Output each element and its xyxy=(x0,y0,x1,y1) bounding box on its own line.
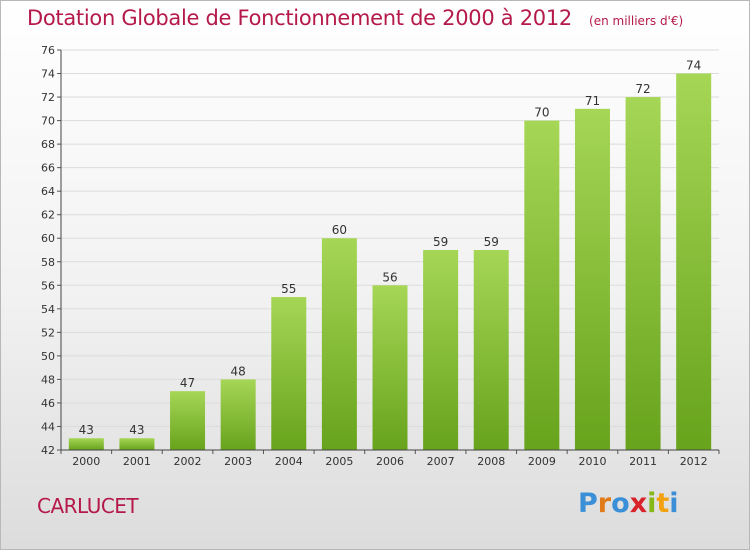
x-tick-label: 2011 xyxy=(629,455,657,468)
x-tick-label: 2012 xyxy=(680,455,708,468)
bar xyxy=(625,97,661,450)
y-tick-label: 62 xyxy=(41,209,55,222)
x-axis-ticks: 2000 2001 2002 2003 2004 2005 2006 2007 2008 2009… xyxy=(60,450,720,468)
x-tick-label: 2000 xyxy=(72,455,100,468)
data-label: 48 xyxy=(231,364,246,378)
y-tick-label: 60 xyxy=(41,232,55,245)
bar xyxy=(473,250,509,450)
logo-letter: P xyxy=(578,488,598,519)
logo-letter: i xyxy=(669,488,679,519)
data-label: 71 xyxy=(585,94,600,108)
y-tick-label: 46 xyxy=(41,397,55,410)
y-tick-label: 44 xyxy=(41,420,55,433)
y-tick-label: 68 xyxy=(41,138,55,151)
y-tick-label: 72 xyxy=(41,91,55,104)
data-label: 59 xyxy=(484,235,499,249)
x-tick-label: 2009 xyxy=(528,455,556,468)
data-label: 47 xyxy=(180,376,195,390)
bar xyxy=(170,391,206,450)
x-tick-label: 2001 xyxy=(123,455,151,468)
x-tick-label: 2007 xyxy=(427,455,455,468)
data-label: 43 xyxy=(129,423,144,437)
data-label: 70 xyxy=(534,106,549,120)
x-tick-label: 2004 xyxy=(275,455,303,468)
data-label: 59 xyxy=(433,235,448,249)
proxiti-logo: Proxiti xyxy=(578,488,679,519)
bar xyxy=(574,108,610,450)
y-tick-label: 66 xyxy=(41,162,55,175)
x-tick-label: 2005 xyxy=(325,455,353,468)
x-tick-label: 2006 xyxy=(376,455,404,468)
logo-letter: i xyxy=(647,488,657,519)
data-label: 43 xyxy=(79,423,94,437)
commune-name: CARLUCET xyxy=(37,494,139,518)
bar xyxy=(423,250,459,450)
y-tick-label: 48 xyxy=(41,373,55,386)
data-label: 56 xyxy=(382,270,397,284)
data-labels: 43 43 47 48 55 60 56 59 59 70 71 72 74 xyxy=(79,59,702,438)
axes xyxy=(60,50,719,451)
y-tick-label: 42 xyxy=(41,444,55,457)
bar xyxy=(119,438,155,450)
logo-letter: x xyxy=(629,488,648,519)
y-tick-label: 70 xyxy=(41,115,55,128)
data-label: 55 xyxy=(281,282,296,296)
x-tick-label: 2002 xyxy=(174,455,202,468)
logo-letter: r xyxy=(597,488,612,519)
y-tick-label: 52 xyxy=(41,326,55,339)
chart-title: Dotation Globale de Fonctionnement de 20… xyxy=(27,6,572,30)
bar xyxy=(524,120,560,451)
data-label: 60 xyxy=(332,223,347,237)
bar xyxy=(68,438,104,450)
chart-unit: (en milliers d'€) xyxy=(589,14,684,28)
bar xyxy=(321,238,357,450)
y-tick-label: 56 xyxy=(41,279,55,292)
data-label: 72 xyxy=(635,82,650,96)
bars xyxy=(68,73,712,451)
x-tick-label: 2003 xyxy=(224,455,252,468)
y-tick-label: 74 xyxy=(41,68,55,81)
bar xyxy=(220,379,256,450)
data-label: 74 xyxy=(686,59,701,73)
y-tick-label: 76 xyxy=(41,44,55,57)
x-tick-label: 2008 xyxy=(477,455,505,468)
bar xyxy=(372,285,408,450)
y-tick-label: 54 xyxy=(41,303,55,316)
bar xyxy=(676,73,712,450)
y-axis-ticks: 42 44 46 48 50 52 54 56 58 60 62 64 66 68 70 72 74 76 xyxy=(41,44,61,457)
y-tick-label: 50 xyxy=(41,350,55,363)
y-tick-label: 58 xyxy=(41,256,55,269)
logo-letter: t xyxy=(656,488,670,519)
x-tick-label: 2010 xyxy=(578,455,606,468)
y-tick-label: 64 xyxy=(41,185,55,198)
chart-title-block: Dotation Globale de Fonctionnement de 20… xyxy=(27,6,683,30)
logo-letter: o xyxy=(611,488,630,519)
bar xyxy=(271,297,307,450)
